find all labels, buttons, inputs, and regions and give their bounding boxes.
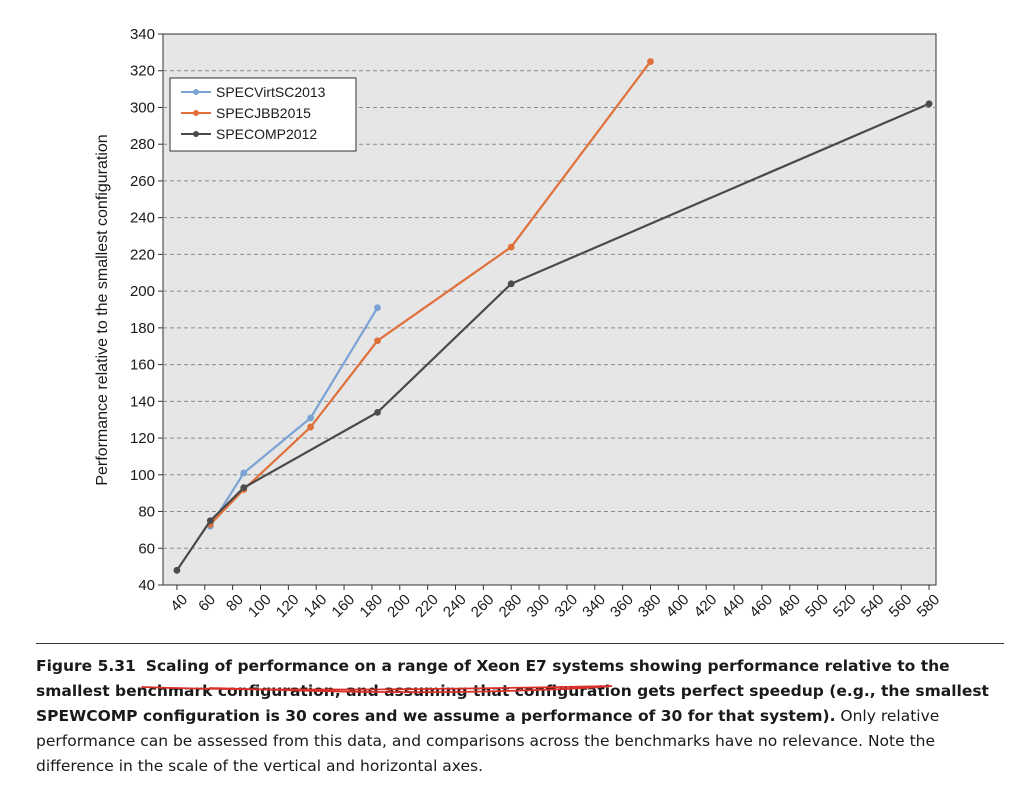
- y-tick-label: 40: [138, 577, 155, 594]
- data-point-specvirtsc2013: [307, 414, 315, 422]
- caption-divider: [36, 643, 1004, 644]
- y-tick-label: 180: [130, 320, 155, 337]
- x-tick-label: 420: [691, 591, 721, 621]
- x-tick-label: 440: [719, 591, 749, 621]
- x-tick-label: 240: [440, 591, 470, 621]
- data-point-specjbb2015: [507, 243, 515, 251]
- legend-label: SPECOMP2012: [216, 126, 317, 142]
- y-tick-label: 340: [130, 26, 155, 43]
- data-point-specjbb2015: [374, 337, 381, 345]
- legend: SPECVirtSC2013 SPECJBB2015 SPECOMP2012: [169, 77, 357, 152]
- y-tick-label: 240: [130, 210, 155, 227]
- series-line-specvirtsc2013: [209, 307, 379, 527]
- y-axis-title: Performance relative to the smallest con…: [94, 134, 111, 485]
- x-tick-label: 520: [830, 591, 860, 621]
- x-tick-label: 560: [886, 591, 916, 621]
- legend-label: SPECVirtSC2013: [216, 84, 326, 100]
- x-tick-label: 260: [468, 591, 498, 621]
- data-point-specvirtsc2013: [240, 469, 248, 477]
- data-point-specjbb2015: [307, 423, 315, 431]
- data-point-specomp2012: [925, 100, 933, 108]
- x-tick-label: 140: [301, 591, 331, 621]
- data-point-specomp2012: [240, 484, 248, 492]
- x-tick-label: 360: [607, 591, 637, 621]
- y-tick-label: 260: [130, 173, 155, 190]
- x-tick-label: 220: [412, 591, 442, 621]
- legend-label: SPECJBB2015: [216, 105, 311, 121]
- data-point-specomp2012: [173, 566, 181, 574]
- y-tick-label: 120: [130, 430, 155, 447]
- series-line-specjbb2015: [209, 60, 652, 526]
- x-tick-label: 40: [167, 591, 191, 615]
- y-tick-label: 280: [130, 136, 155, 153]
- legend-swatch-marker: [193, 131, 199, 137]
- x-tick-label: 340: [579, 591, 609, 621]
- x-tick-label: 180: [356, 591, 386, 621]
- y-tick-label: 220: [130, 246, 155, 263]
- x-tick-label: 300: [524, 591, 554, 621]
- x-tick-label: 400: [663, 591, 693, 621]
- data-point-specomp2012: [507, 280, 515, 288]
- x-tick-label: 100: [245, 591, 275, 621]
- data-point-specomp2012: [374, 408, 381, 416]
- data-point-specomp2012: [206, 517, 214, 525]
- y-tick-label: 100: [130, 467, 155, 484]
- x-axis-ticks: 40 60 801001201401601802002202402602803003…: [167, 585, 943, 621]
- x-tick-label: 460: [746, 591, 776, 621]
- y-tick-label: 80: [138, 504, 155, 521]
- caption-normal-text: Only relative performance can be assesse…: [36, 707, 940, 775]
- legend-box: [169, 77, 357, 152]
- y-tick-label: 300: [130, 99, 155, 116]
- x-tick-label: 80: [223, 591, 247, 615]
- series-layer: [173, 58, 933, 574]
- x-tick-label: 320: [551, 591, 581, 621]
- performance-scaling-chart: 4060801001201401601802002202402602803003…: [94, 26, 943, 621]
- y-tick-label: 200: [130, 283, 155, 300]
- x-tick-label: 540: [858, 591, 888, 621]
- figure-caption: Figure 5.31 Scaling of performance on a …: [36, 654, 1002, 779]
- figure-label: Figure 5.31: [36, 657, 136, 675]
- series-line-specomp2012: [176, 102, 930, 571]
- y-tick-label: 60: [138, 540, 155, 557]
- x-tick-label: 580: [914, 591, 944, 621]
- x-tick-label: 60: [195, 591, 219, 615]
- x-tick-label: 280: [496, 591, 526, 621]
- y-axis-ticks: 40 60 80 100 120 140 160 180 200 220 240 260 280 300 3…: [130, 26, 163, 594]
- y-tick-label: 160: [130, 357, 155, 374]
- x-tick-label: 120: [273, 591, 303, 621]
- y-tick-label: 320: [130, 63, 155, 80]
- x-tick-label: 200: [384, 591, 414, 621]
- data-point-specvirtsc2013: [374, 304, 381, 312]
- x-tick-label: 160: [329, 591, 359, 621]
- y-tick-label: 140: [130, 393, 155, 410]
- legend-swatch-marker: [193, 89, 199, 95]
- x-tick-label: 380: [635, 591, 665, 621]
- data-point-specjbb2015: [647, 58, 654, 65]
- legend-swatch-marker: [193, 110, 199, 116]
- x-tick-label: 500: [802, 591, 832, 621]
- x-tick-label: 480: [774, 591, 804, 621]
